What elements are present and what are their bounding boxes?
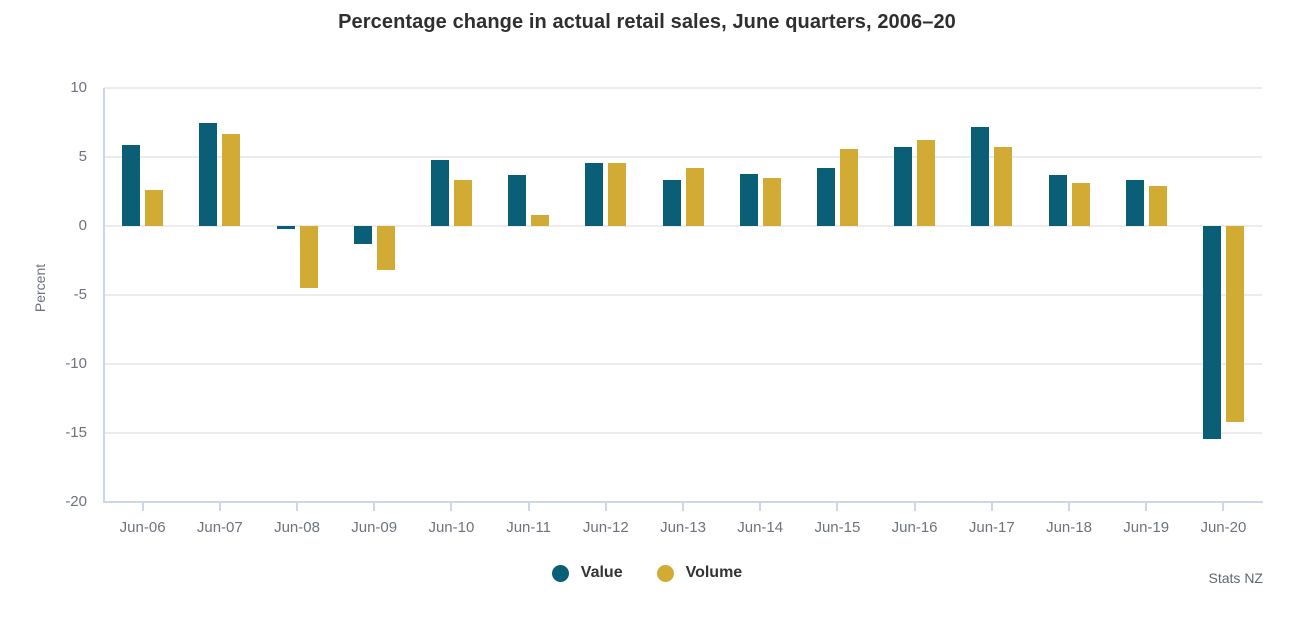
x-tick-label-Jun-06: Jun-06 [119,519,166,536]
bar-volume-Jun-10 [453,180,472,226]
x-tick-label-Jun-17: Jun-17 [968,519,1015,536]
bar-volume-Jun-06 [145,190,164,226]
x-tick-label-Jun-09: Jun-09 [351,519,398,536]
y-tick-label-10: 10 [70,79,87,96]
x-tick-label-Jun-20: Jun-20 [1200,519,1247,536]
bar-value-Jun-10 [430,159,449,226]
bar-value-Jun-18 [1048,174,1067,226]
bar-volume-Jun-16 [917,140,936,226]
bar-volume-Jun-14 [762,177,781,226]
gridline--15 [104,432,1262,434]
x-tick-label-Jun-08: Jun-08 [274,519,320,536]
bar-value-Jun-08 [276,226,295,229]
x-axis-tick-Jun-11 [527,502,530,511]
x-tick-label-Jun-18: Jun-18 [1046,519,1092,536]
x-axis-tick-Jun-06 [141,502,144,511]
legend-item-value: Value [551,564,623,582]
x-axis-tick-Jun-08 [296,502,298,511]
bar-value-Jun-15 [816,168,835,226]
y-tick-label--5: -5 [73,286,87,303]
x-axis-tick-Jun-19 [1145,502,1148,511]
legend-item-volume: Volume [656,564,743,582]
value-series-dot-icon [551,564,569,582]
y-tick-label--15: -15 [65,424,87,441]
bar-value-Jun-19 [1125,180,1144,226]
x-axis-tick-Jun-18 [1068,502,1070,511]
bar-volume-Jun-08 [299,226,318,289]
bar-value-Jun-11 [508,174,527,226]
bar-volume-Jun-15 [839,148,858,226]
bar-value-Jun-09 [353,226,372,244]
gridline--5 [104,294,1262,296]
bar-value-Jun-20 [1202,226,1221,439]
bar-value-Jun-06 [122,144,141,226]
gridline-10 [104,87,1262,89]
x-axis-tick-Jun-13 [682,502,684,511]
source-attribution: Stats NZ [1208,570,1263,586]
x-tick-label-Jun-19: Jun-19 [1123,519,1170,536]
x-axis-tick-Jun-16 [913,502,916,511]
gridline-5 [104,156,1262,158]
bar-value-Jun-16 [894,147,913,226]
x-axis-tick-Jun-10 [450,502,453,511]
x-axis-tick-Jun-15 [836,502,839,511]
x-axis-tick-Jun-07 [218,502,221,511]
y-tick-label--10: -10 [65,355,87,372]
x-tick-label-Jun-15: Jun-15 [814,519,861,536]
legend: Value Volume [0,564,1294,582]
x-axis-tick-Jun-14 [759,502,762,511]
x-axis-tick-Jun-17 [990,502,993,511]
bar-volume-Jun-07 [222,133,241,226]
bar-volume-Jun-09 [376,226,395,271]
x-axis-tick-Jun-12 [604,502,607,511]
bar-volume-Jun-11 [531,214,550,226]
plot-area: 10 5 0 -5 -10 -15 -20 Jun-06 Jun-07 Jun-08 Jun-09 J… [65,79,1263,536]
bar-volume-Jun-12 [608,162,627,226]
x-tick-label-Jun-10: Jun-10 [428,519,475,536]
gridline--10 [104,363,1262,365]
y-tick-label-0: 0 [78,217,87,234]
x-tick-label-Jun-11: Jun-11 [506,519,551,536]
x-axis-tick-Jun-20 [1222,502,1225,511]
x-tick-label-Jun-16: Jun-16 [891,519,938,536]
bar-volume-Jun-18 [1071,183,1090,226]
y-axis-line [103,88,105,502]
chart-title: Percentage change in actual retail sales… [338,11,956,33]
bar-value-Jun-13 [662,180,681,226]
x-tick-label-Jun-07: Jun-07 [196,519,243,536]
volume-series-dot-icon [656,564,674,582]
bar-value-Jun-14 [739,173,758,226]
bar-volume-Jun-19 [1148,185,1167,226]
bar-volume-Jun-13 [685,168,704,226]
bar-volume-Jun-17 [994,147,1013,226]
gridline-0 [104,225,1262,227]
value-series-label: Value [580,564,623,581]
bar-volume-Jun-20 [1225,226,1244,422]
x-axis-tick-Jun-09 [373,502,376,511]
bar-value-Jun-17 [971,126,990,226]
x-tick-label-Jun-14: Jun-14 [737,519,784,536]
y-tick-label--20: -20 [65,493,87,510]
y-tick-label-5: 5 [78,148,87,165]
volume-series-label: Volume [685,564,743,581]
x-tick-label-Jun-13: Jun-13 [660,519,706,536]
x-tick-label-Jun-12: Jun-12 [582,519,629,536]
bar-value-Jun-12 [585,162,604,226]
bar-value-Jun-07 [199,122,218,226]
